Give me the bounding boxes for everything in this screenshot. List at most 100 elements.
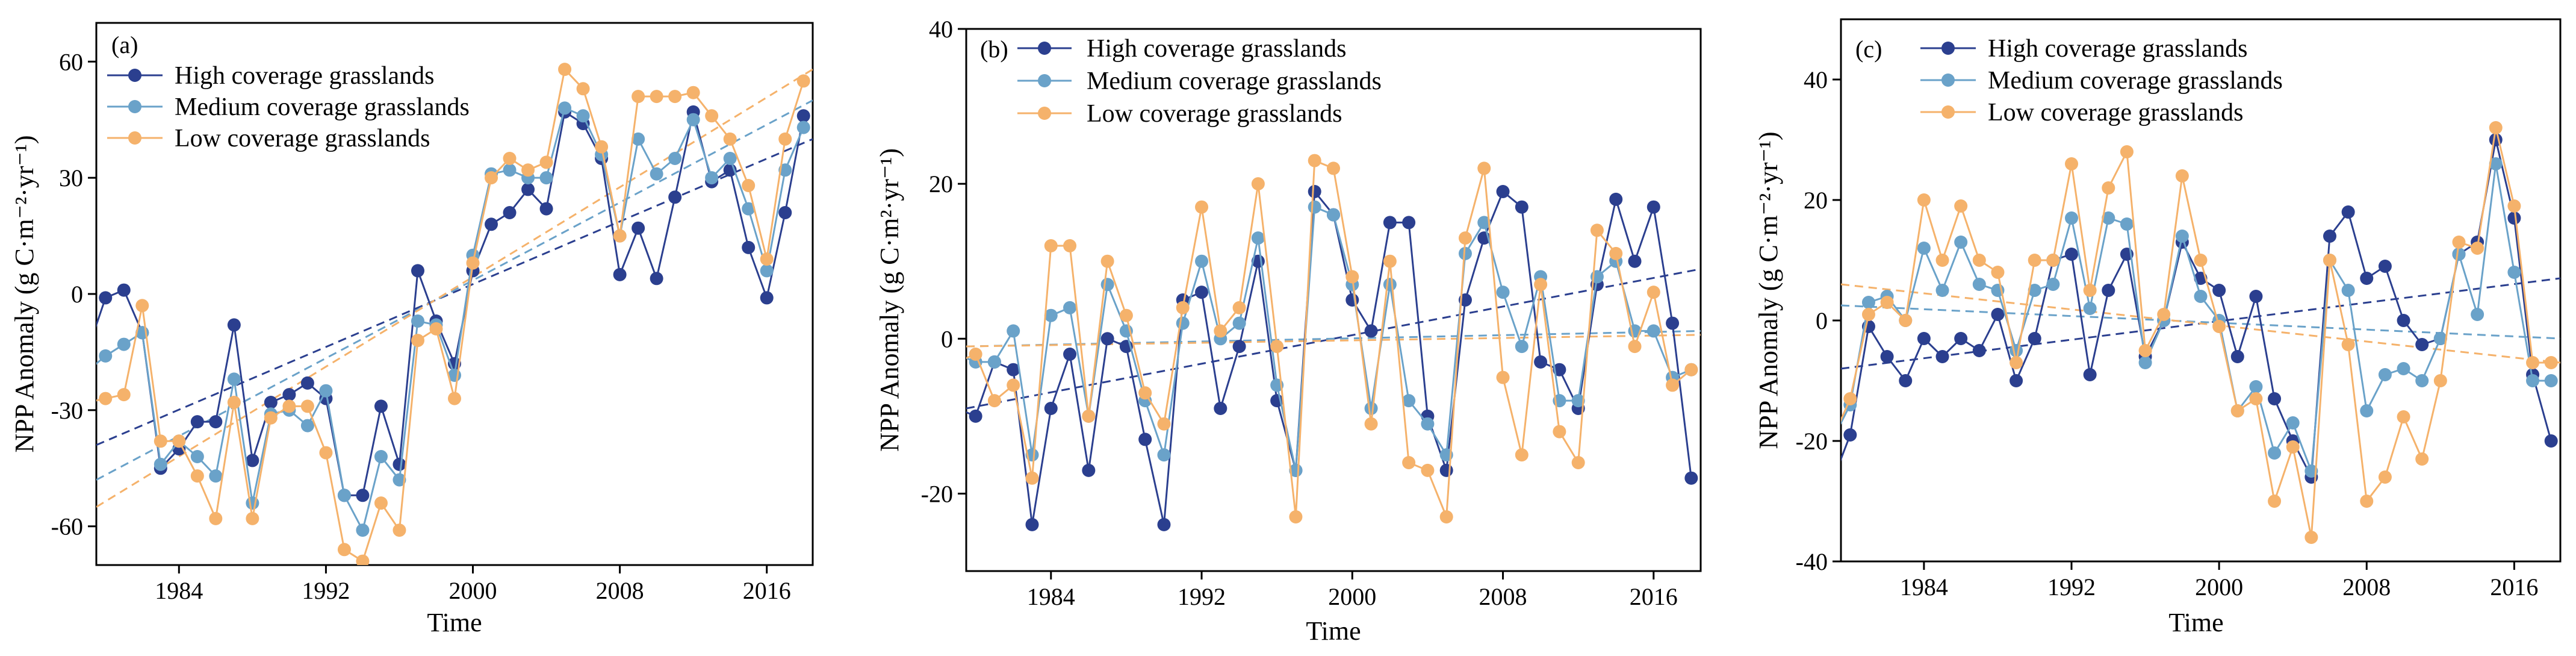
data-point-low [1270,340,1284,354]
data-point-low [1571,456,1585,469]
legend-label: High coverage grasslands [1988,35,2248,63]
data-point-medium [650,167,663,181]
data-point-medium [2083,302,2097,315]
legend-label: High coverage grasslands [175,62,435,90]
data-point-medium [2397,362,2410,375]
data-point-low [1628,340,1642,354]
legend-item-low: Low coverage grasslands [107,125,430,152]
data-point-medium [2433,332,2447,345]
data-point-low [1119,308,1133,322]
data-point-medium [2028,284,2041,297]
data-point-low [1044,239,1058,252]
data-point-high [2360,272,2374,285]
data-point-medium [2268,446,2282,460]
data-point-low [2138,344,2152,357]
x-axis-ticks: 1984 1992 2000 2008 2016 [155,565,791,604]
series-line-medium [96,107,805,533]
series-line-high [1841,139,2553,481]
series-low [966,154,1698,523]
data-point-medium [576,109,590,123]
data-point-high [411,264,424,278]
legend-label: Low coverage grasslands [1087,100,1342,128]
data-point-low [723,132,737,146]
data-point-low [429,322,443,336]
data-point-medium [356,523,370,537]
data-point-high [2415,338,2429,351]
legend-marker [1941,73,1955,87]
data-point-low [1861,308,1875,321]
data-point-high [1195,286,1209,299]
data-point-low [282,399,296,413]
data-point-high [2230,350,2244,363]
data-point-low [1477,161,1491,175]
data-point-medium [2507,266,2521,279]
data-point-low [2544,356,2558,369]
data-point-low [485,171,498,185]
data-point-low [1972,254,1986,267]
trend-line-low [966,334,1701,348]
data-point-medium [539,171,553,185]
data-point-low [558,63,572,77]
legend: High coverage grasslands Medium coverage… [107,62,470,152]
data-point-high [1138,433,1152,446]
legend-item-high: High coverage grasslands [107,62,435,90]
data-point-medium [1327,208,1340,222]
series-line-medium [966,205,1692,471]
data-point-low [1843,392,1857,405]
data-point-low [1880,296,1894,309]
data-point-low [2010,356,2023,369]
data-point-high [1991,308,2005,321]
data-point-high [2397,314,2410,327]
data-point-medium [2378,368,2392,381]
data-point-high [209,415,223,429]
data-point-low [613,229,627,243]
data-point-low [1402,456,1416,469]
data-point-medium [81,365,94,378]
x-tick-label: 1992 [2047,573,2096,601]
data-point-high [2028,332,2041,345]
data-point-high [1496,185,1510,198]
data-point-medium [987,355,1001,369]
data-point-high [1383,216,1397,230]
y-axis-ticks: -20 0 20 40 [921,16,966,507]
data-point-low [2212,320,2226,333]
data-point-high [1646,200,1660,214]
x-tick-label: 2000 [2195,573,2243,601]
data-point-medium [2102,211,2115,225]
y-axis-ticks: -60 -30 0 30 60 [51,48,96,540]
data-point-low [1609,246,1623,260]
data-point-low [1954,199,1968,213]
data-point-medium [1935,284,1949,297]
data-point-low [1421,463,1435,477]
trend-line-medium [966,330,1701,348]
data-point-medium [668,152,682,165]
data-point-medium [411,314,424,328]
data-point-low [1439,510,1453,523]
data-point-high [1954,332,1968,345]
data-point-low [2175,169,2189,183]
data-point-low [1308,154,1321,167]
legend-label: Medium coverage grasslands [1988,67,2283,95]
data-point-low [99,392,113,405]
data-point-medium [1954,236,1968,249]
data-point-high [1515,200,1529,214]
data-point-low [2028,254,2041,267]
data-point-low [2397,410,2410,423]
data-point-low [1063,239,1077,252]
data-point-medium [558,101,572,115]
data-point-low [686,86,700,99]
data-point-medium [1421,417,1435,431]
trend-lines [966,268,1701,410]
data-point-low [2157,308,2171,321]
data-point-medium [337,489,351,502]
data-point-medium [1402,394,1416,408]
panel-b: 1984 1992 2000 2008 2016 -20 0 20 40 (b) Time N… [875,16,1702,646]
data-point-high [1843,428,1857,442]
series-medium [966,200,1698,477]
legend-marker [128,100,141,113]
data-point-high [356,489,370,502]
data-point-high [2065,248,2079,261]
x-tick-label: 1992 [1178,583,1226,610]
data-point-medium [227,372,241,386]
data-point-medium [117,337,131,351]
